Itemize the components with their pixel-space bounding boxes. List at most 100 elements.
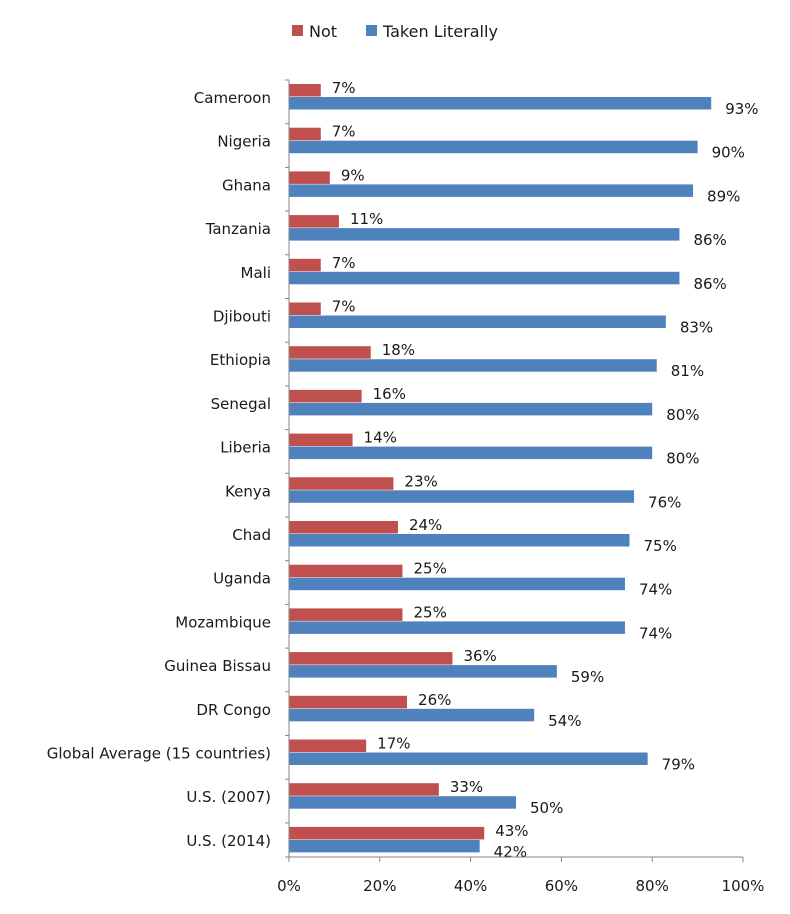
data-label-not-nigeria: 7% <box>332 123 356 141</box>
data-label-taken-literally-ghana: 89% <box>707 187 740 205</box>
data-label-not-chad: 24% <box>409 516 442 534</box>
data-label-not-uganda: 25% <box>414 560 447 578</box>
bar-taken-literally-guinea-bissau <box>289 665 557 678</box>
category-label-global-average-15-countries: Global Average (15 countries) <box>47 745 271 763</box>
bar-taken-literally-ghana <box>289 184 694 197</box>
bar-taken-literally-mali <box>289 271 680 285</box>
data-label-not-guinea-bissau: 36% <box>463 647 496 665</box>
category-label-ghana: Ghana <box>222 176 271 194</box>
bar-not-mozambique <box>289 608 403 621</box>
category-label-mozambique: Mozambique <box>175 613 271 631</box>
category-label-u-s-2007: U.S. (2007) <box>186 788 271 806</box>
data-label-taken-literally-tanzania: 86% <box>693 231 726 249</box>
bar-taken-literally-tanzania <box>289 228 680 241</box>
x-tick-label-80: 80% <box>636 877 669 895</box>
category-label-nigeria: Nigeria <box>217 133 271 151</box>
bar-not-uganda <box>289 564 403 578</box>
data-label-not-kenya: 23% <box>404 472 437 490</box>
category-label-cameroon: Cameroon <box>194 89 271 107</box>
data-label-not-u-s-2007: 33% <box>450 778 483 796</box>
x-tick-label-40: 40% <box>454 877 487 895</box>
bar-not-kenya <box>289 477 394 490</box>
bar-taken-literally-uganda <box>289 577 625 591</box>
category-label-u-s-2014: U.S. (2014) <box>186 832 271 850</box>
bar-not-nigeria <box>289 127 321 141</box>
category-label-tanzania: Tanzania <box>205 220 271 238</box>
data-label-taken-literally-u-s-2014: 42% <box>494 843 527 861</box>
data-label-not-global-average-15-countries: 17% <box>377 735 410 753</box>
category-label-senegal: Senegal <box>211 395 271 413</box>
data-label-taken-literally-mali: 86% <box>693 275 726 293</box>
data-label-taken-literally-liberia: 80% <box>666 450 699 468</box>
x-tick-label-20: 20% <box>363 877 396 895</box>
legend-swatch-not <box>292 25 303 36</box>
data-label-not-djibouti: 7% <box>332 298 356 316</box>
bar-not-dr-congo <box>289 695 408 709</box>
bar-taken-literally-ethiopia <box>289 359 657 372</box>
category-label-dr-congo: DR Congo <box>196 701 271 719</box>
bar-not-ethiopia <box>289 346 371 359</box>
data-label-not-u-s-2014: 43% <box>495 822 528 840</box>
data-label-taken-literally-ethiopia: 81% <box>671 362 704 380</box>
bar-taken-literally-senegal <box>289 402 653 416</box>
data-label-taken-literally-cameroon: 93% <box>725 100 758 118</box>
bar-taken-literally-liberia <box>289 446 653 460</box>
legend-swatch-taken-literally <box>366 25 377 36</box>
bar-not-chad <box>289 521 398 534</box>
data-label-not-cameroon: 7% <box>332 79 356 97</box>
data-label-not-mozambique: 25% <box>414 603 447 621</box>
category-label-guinea-bissau: Guinea Bissau <box>164 657 271 675</box>
data-label-taken-literally-guinea-bissau: 59% <box>571 668 604 686</box>
data-label-taken-literally-u-s-2007: 50% <box>530 799 563 817</box>
data-label-not-ghana: 9% <box>341 166 365 184</box>
bar-taken-literally-u-s-2014 <box>289 839 480 853</box>
data-label-taken-literally-uganda: 74% <box>639 581 672 599</box>
data-label-not-ethiopia: 18% <box>382 341 415 359</box>
bar-not-ghana <box>289 171 330 184</box>
bar-taken-literally-nigeria <box>289 140 698 154</box>
bar-taken-literally-djibouti <box>289 315 666 328</box>
bar-not-mali <box>289 258 321 272</box>
bar-not-senegal <box>289 389 362 403</box>
bar-taken-literally-mozambique <box>289 621 625 634</box>
data-label-not-senegal: 16% <box>373 385 406 403</box>
data-label-taken-literally-dr-congo: 54% <box>548 712 581 730</box>
x-tick-label-60: 60% <box>545 877 578 895</box>
bar-taken-literally-dr-congo <box>289 708 535 722</box>
bar-not-tanzania <box>289 215 339 228</box>
bar-taken-literally-u-s-2007 <box>289 796 516 809</box>
category-label-ethiopia: Ethiopia <box>210 351 271 369</box>
legend-label-taken-literally: Taken Literally <box>382 22 498 41</box>
bar-taken-literally-global-average-15-countries <box>289 752 648 765</box>
category-label-liberia: Liberia <box>220 439 271 457</box>
data-label-taken-literally-nigeria: 90% <box>712 144 745 162</box>
bar-taken-literally-cameroon <box>289 97 712 110</box>
data-label-not-dr-congo: 26% <box>418 691 451 709</box>
category-label-uganda: Uganda <box>213 570 271 588</box>
data-label-taken-literally-global-average-15-countries: 79% <box>662 756 695 774</box>
bar-not-u-s-2007 <box>289 783 439 796</box>
x-tick-label-100: 100% <box>722 877 765 895</box>
data-label-taken-literally-djibouti: 83% <box>680 319 713 337</box>
bar-taken-literally-chad <box>289 534 630 547</box>
legend-label-not: Not <box>309 22 337 41</box>
data-label-not-mali: 7% <box>332 254 356 272</box>
bar-not-global-average-15-countries <box>289 739 367 752</box>
bar-not-djibouti <box>289 302 321 315</box>
x-tick-label-0: 0% <box>277 877 301 895</box>
category-label-djibouti: Djibouti <box>213 308 271 326</box>
bar-not-liberia <box>289 433 353 447</box>
data-label-taken-literally-kenya: 76% <box>648 493 681 511</box>
data-label-not-liberia: 14% <box>364 429 397 447</box>
data-label-taken-literally-senegal: 80% <box>666 406 699 424</box>
bar-taken-literally-kenya <box>289 490 635 503</box>
data-label-not-tanzania: 11% <box>350 210 383 228</box>
category-label-chad: Chad <box>232 526 271 544</box>
data-label-taken-literally-mozambique: 74% <box>639 624 672 642</box>
plot-area: Cameroon 7% 93% Nigeria 7% 90% Ghana 9% 89% Tanza… <box>47 79 765 895</box>
bar-not-cameroon <box>289 84 321 97</box>
category-label-kenya: Kenya <box>225 482 271 500</box>
category-label-mali: Mali <box>241 264 271 282</box>
data-label-taken-literally-chad: 75% <box>644 537 677 555</box>
